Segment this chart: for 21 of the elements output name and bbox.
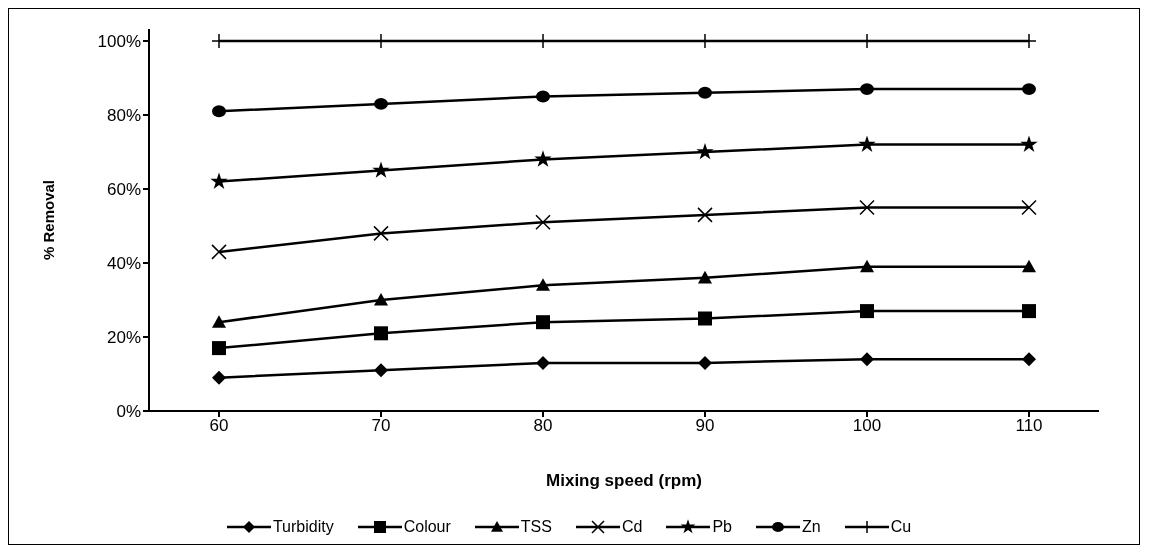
x-tick-label: 80 [533,416,553,436]
x-axis-title: Mixing speed (rpm) [546,471,702,490]
legend-label: Pb [712,518,732,536]
y-tick-label: 0% [116,402,141,422]
y-tick-label: 20% [106,328,141,348]
legend-label: Cd [621,518,643,536]
x-tick-label: 100 [852,416,882,436]
y-tick-label: 60% [106,180,141,200]
legend-label: TSS [520,518,552,536]
x-tick-label: 90 [695,416,715,436]
y-axis-title: % Removal [40,179,58,261]
legend-label: Colour [403,518,451,536]
legend-label: Cu [890,518,912,536]
x-tick-label: 70 [371,416,391,436]
x-tick-label: 110 [1015,416,1043,436]
y-tick-label: 100% [97,32,141,52]
y-tick-label: 80% [106,106,141,126]
legend-label: Zn [801,518,821,536]
y-tick-label: 40% [106,254,141,274]
legend-label: Turbidity [272,518,334,536]
x-tick-label: 60 [209,416,229,436]
